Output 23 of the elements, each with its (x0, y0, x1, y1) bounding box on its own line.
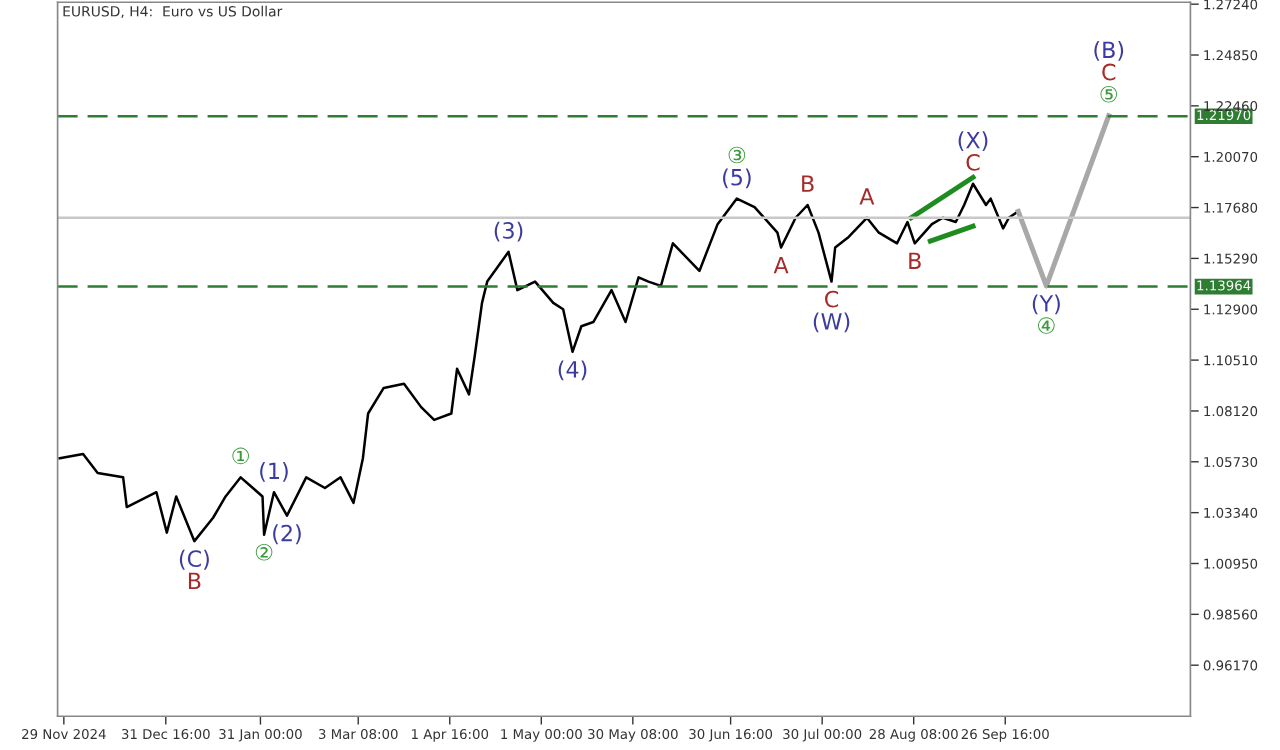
annotation: C (825, 290, 839, 308)
annotation: ⑤ (1100, 85, 1118, 103)
annotation: (Y) (1032, 294, 1060, 315)
annotation: (4) (558, 360, 587, 381)
annotation: (X) (958, 131, 988, 152)
annotation: (5) (723, 168, 751, 189)
annotation: B (188, 572, 201, 589)
annotation: (1) (260, 462, 288, 482)
annotation: (W) (813, 312, 850, 333)
annotation: B (909, 252, 921, 269)
annotation: ④ (1038, 317, 1055, 334)
annotation: ② (255, 543, 273, 561)
annotation: (C) (179, 549, 209, 570)
annotation: (B) (1094, 41, 1124, 61)
annotation: (3) (494, 221, 523, 242)
annotation: B (802, 175, 814, 192)
annotation: A (859, 188, 875, 205)
annotation: C (1102, 63, 1116, 81)
annotation: A (773, 256, 789, 274)
annotation: (2) (273, 524, 301, 545)
annotation: C (966, 153, 980, 171)
annotation: ① (232, 447, 249, 465)
annotation: ③ (728, 146, 746, 164)
